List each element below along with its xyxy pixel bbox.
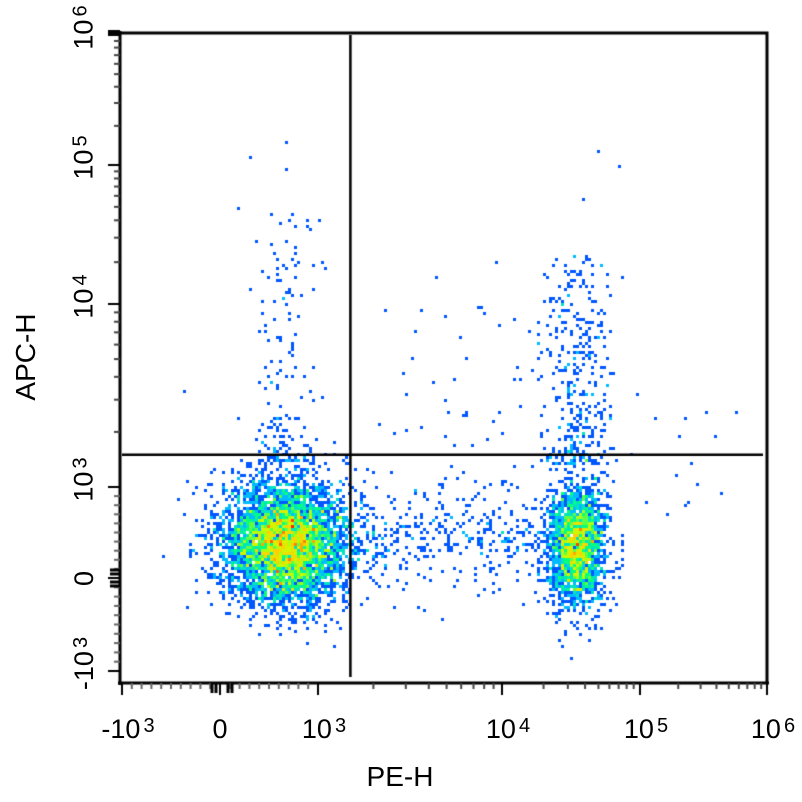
y-tick-label: 106	[68, 4, 99, 50]
y-tick-label: 103	[68, 456, 99, 502]
y-tick-label: 104	[68, 273, 99, 319]
x-tick-label: 10 5	[623, 714, 669, 744]
x-tick-label: 0	[212, 714, 228, 744]
y-tick-label: 105	[68, 134, 99, 180]
x-tick-label: -10 3	[101, 714, 155, 744]
x-tick-label: 10 4	[485, 714, 531, 744]
y-tick-label: 0	[68, 570, 99, 586]
y-axis-title: APC-H	[10, 313, 41, 401]
x-axis-title: PE-H	[366, 761, 434, 792]
x-tick-label: 10 6	[750, 714, 796, 744]
x-tick-label: 10 3	[301, 714, 347, 744]
y-tick-label: -103	[68, 636, 99, 690]
